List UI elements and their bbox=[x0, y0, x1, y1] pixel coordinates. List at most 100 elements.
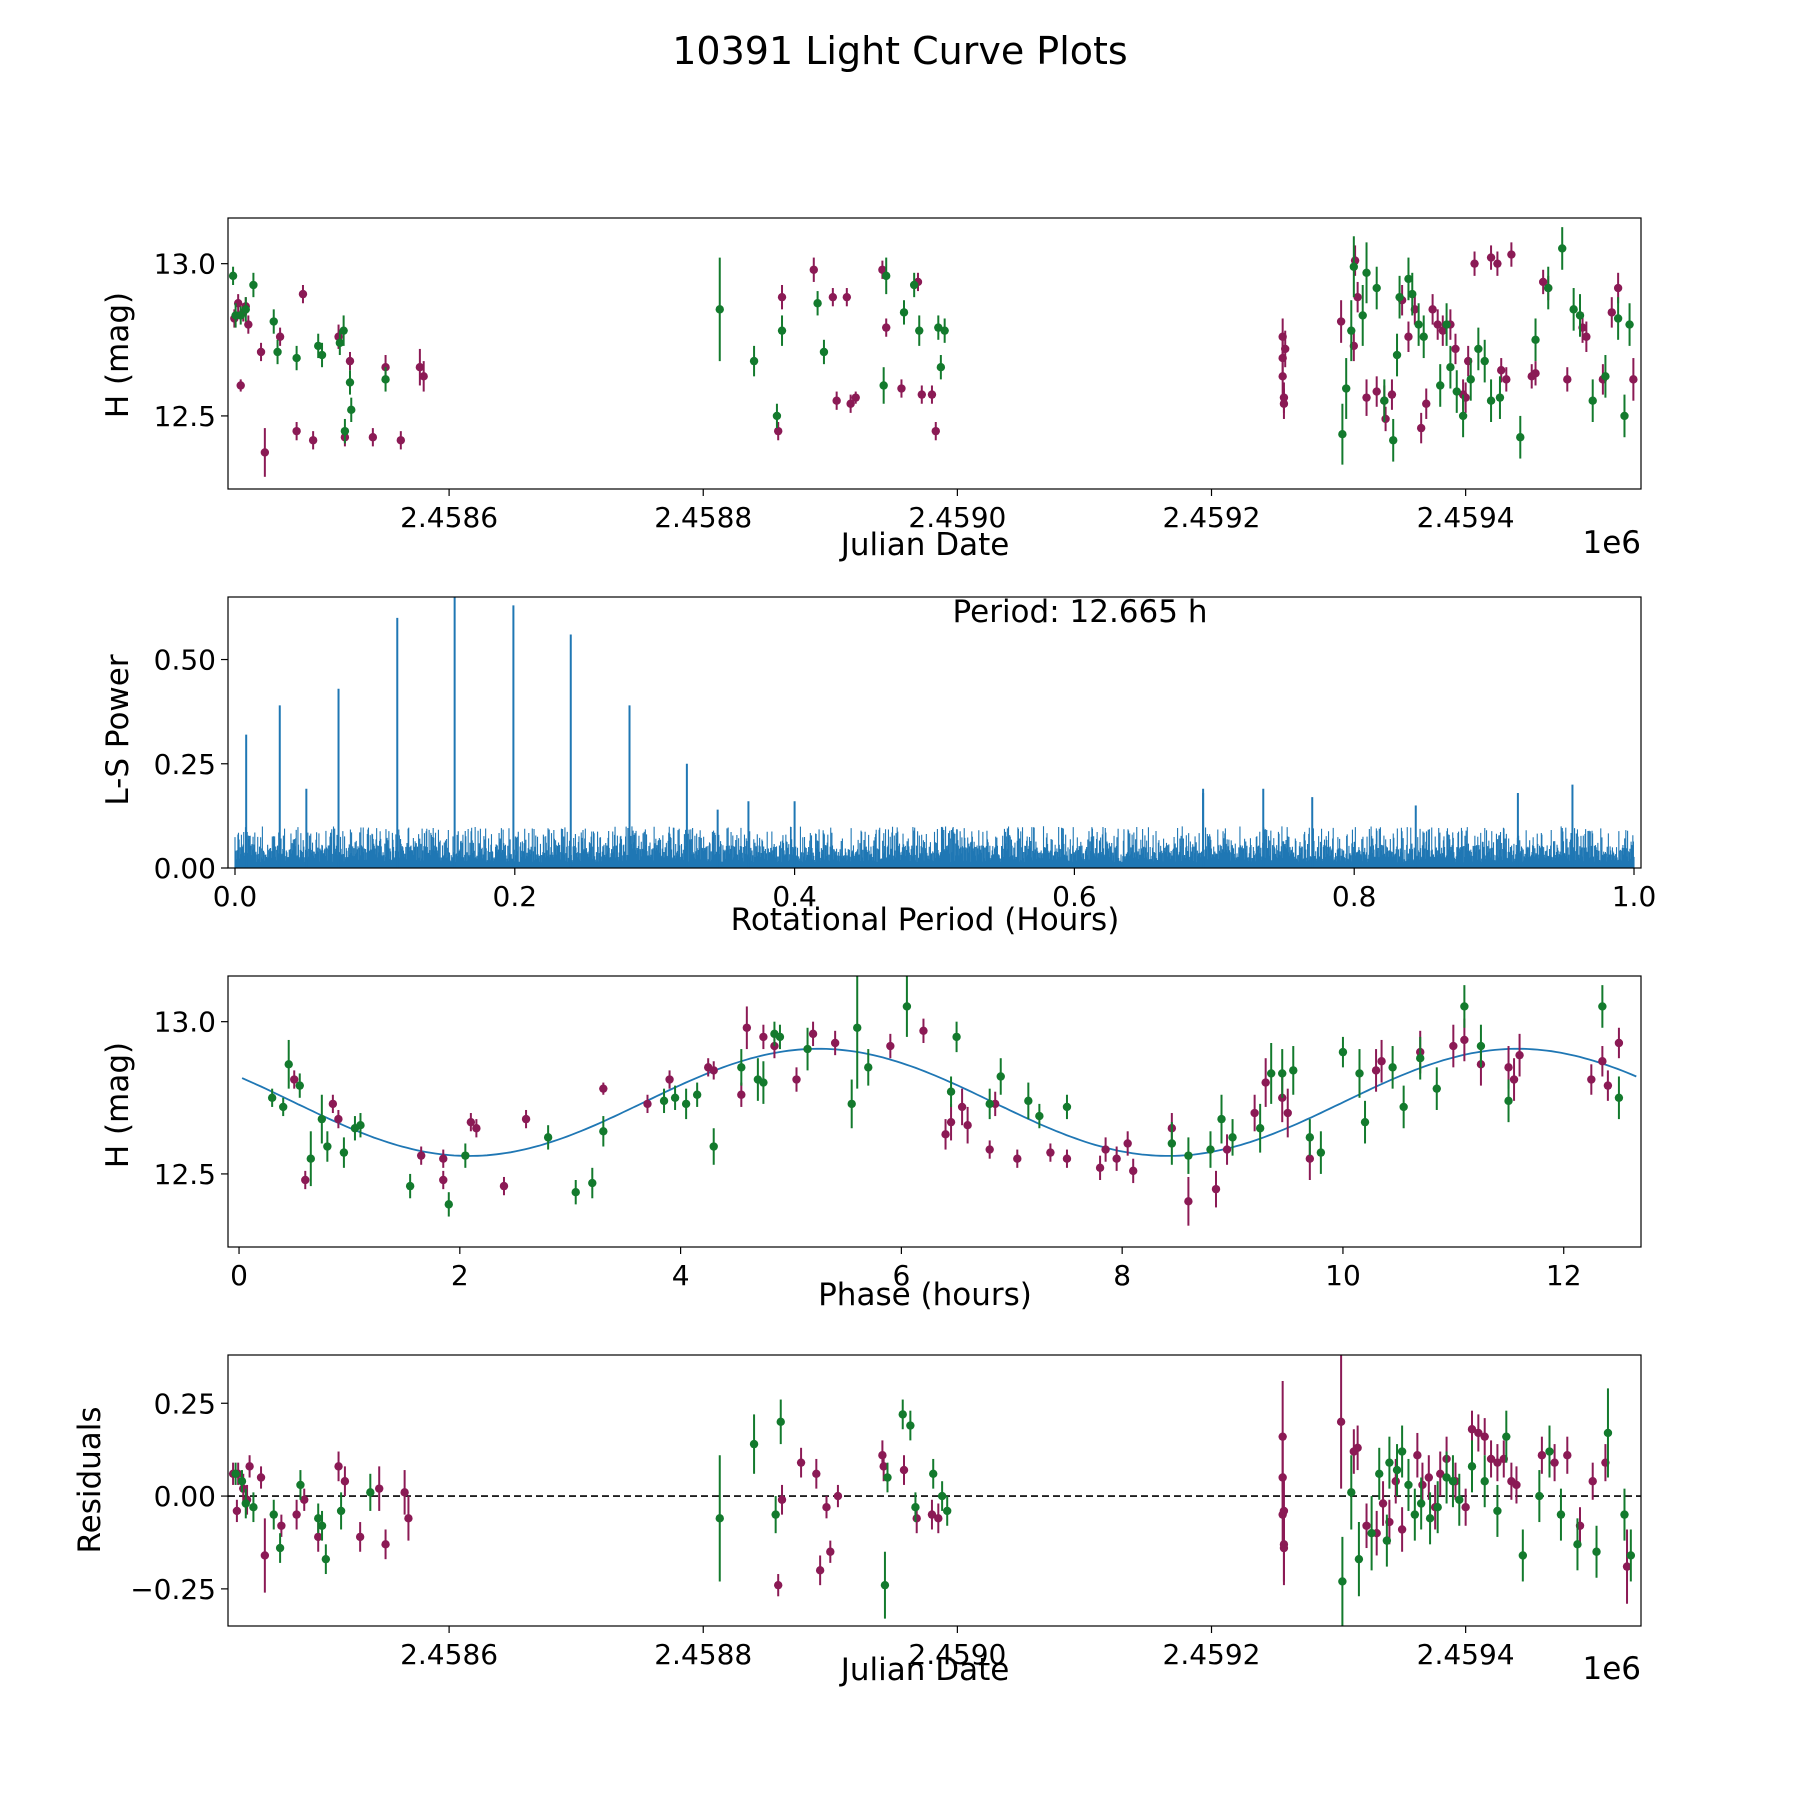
light-curve-data-point bbox=[1279, 399, 1289, 408]
phased-curve-data-point bbox=[737, 1090, 746, 1099]
residuals-series-a bbox=[228, 1355, 1632, 1604]
phased-curve-data-point bbox=[957, 1102, 967, 1112]
residuals-data-point bbox=[404, 1514, 413, 1523]
light-curve-data-point bbox=[934, 323, 943, 332]
residuals-data-point bbox=[1442, 1473, 1451, 1482]
phased-curve-data-point bbox=[1416, 1054, 1425, 1063]
light-curve-data-point bbox=[260, 448, 270, 457]
residuals-data-point bbox=[929, 1469, 938, 1478]
phased-curve-data-point bbox=[571, 1187, 580, 1197]
phased-curve-data-point bbox=[952, 1032, 961, 1042]
phased-curve-data-point bbox=[1261, 1078, 1270, 1087]
phased-curve-data-point bbox=[301, 1175, 310, 1185]
residuals-data-point bbox=[1397, 1525, 1407, 1534]
panel-residuals-ylabel: Residuals bbox=[72, 1406, 108, 1553]
residuals-data-point bbox=[927, 1510, 937, 1519]
residuals-data-point bbox=[260, 1551, 270, 1560]
phased-curve-data-point bbox=[306, 1154, 315, 1163]
residuals-data-point bbox=[911, 1503, 920, 1512]
residuals-data-point bbox=[815, 1566, 825, 1575]
residuals-data-point bbox=[1493, 1506, 1502, 1516]
phased-curve-data-point bbox=[1449, 1041, 1458, 1051]
residuals-data-point bbox=[879, 1462, 888, 1471]
light-curve-data-point bbox=[879, 381, 888, 390]
phased-curve-data-point bbox=[339, 1148, 349, 1157]
light-curve-data-point bbox=[1474, 344, 1483, 354]
periodogram-frame bbox=[227, 596, 1642, 869]
light-curve-data-point bbox=[339, 326, 348, 335]
light-curve-data-point bbox=[809, 265, 818, 274]
periodogram-ytick-label: 0.25 bbox=[154, 748, 216, 781]
panel-periodogram-xlabel: Rotational Period (Hours) bbox=[731, 902, 1120, 938]
phased-curve-data-point bbox=[759, 1078, 768, 1087]
periodogram-plot-area bbox=[234, 597, 1635, 868]
phased-curve-data-point bbox=[1184, 1151, 1193, 1160]
light-curve-data-point bbox=[1433, 320, 1442, 329]
periodogram-xtick-label: 0.2 bbox=[493, 880, 538, 913]
light-curve-data-point bbox=[1502, 375, 1511, 384]
light-curve-data-point bbox=[1613, 283, 1623, 293]
residuals-xtick-label: 2.4592 bbox=[1163, 1638, 1261, 1671]
residuals-data-point bbox=[321, 1554, 331, 1564]
light-curve-data-point bbox=[347, 405, 356, 415]
light-curve-data-point bbox=[241, 305, 250, 314]
light-curve-data-point bbox=[1507, 250, 1516, 259]
light-curve-data-point bbox=[1349, 262, 1359, 271]
residuals-data-point bbox=[777, 1495, 787, 1504]
phased-curve-data-point bbox=[472, 1124, 481, 1133]
panel-periodogram: L-S Power Rotational Period (Hours) Peri… bbox=[100, 594, 1656, 938]
phased-curve-data-point bbox=[278, 1102, 288, 1112]
light-curve-data-point bbox=[1470, 259, 1479, 268]
phased-curve-data-point bbox=[599, 1084, 608, 1093]
residuals-data-point bbox=[1404, 1480, 1413, 1490]
residuals-data-point bbox=[1603, 1428, 1613, 1438]
residuals-frame bbox=[227, 1354, 1642, 1627]
residuals-data-point bbox=[776, 1417, 785, 1427]
phased-curve-data-point bbox=[1371, 1066, 1381, 1075]
light-curve-data-point bbox=[1458, 411, 1468, 421]
light-curve-data-point bbox=[1569, 305, 1578, 314]
periodogram-xtick-label: 0.4 bbox=[772, 880, 817, 913]
phased-curve-data-point bbox=[996, 1072, 1005, 1081]
light-curve-data-point bbox=[1613, 314, 1623, 323]
light-curve-data-point bbox=[1353, 292, 1362, 302]
phased-curve-data-point bbox=[1305, 1133, 1315, 1142]
residuals-data-point bbox=[796, 1458, 806, 1467]
phased-curve-data-point bbox=[792, 1075, 801, 1084]
light-curve-data-point bbox=[1389, 436, 1398, 445]
residuals-data-point bbox=[1563, 1451, 1572, 1460]
light-curve-data-point bbox=[1408, 289, 1417, 299]
phased-curve-data-point bbox=[295, 1081, 304, 1090]
phased-curve-data-point bbox=[759, 1032, 768, 1042]
residuals-data-point bbox=[833, 1491, 843, 1501]
phased-curve-data-point bbox=[1432, 1084, 1441, 1093]
light-curve-xtick-label: 2.4594 bbox=[1417, 501, 1515, 534]
phased-curve-data-point bbox=[941, 1130, 950, 1139]
residuals-data-point bbox=[1418, 1480, 1427, 1490]
residuals-data-point bbox=[1425, 1514, 1435, 1523]
residuals-data-point bbox=[1416, 1499, 1426, 1508]
residuals-data-point bbox=[1518, 1551, 1528, 1560]
panel-light-curve-offset: 1e6 bbox=[1582, 525, 1641, 561]
light-curve-data-point bbox=[1625, 320, 1634, 329]
phased-curve-data-point bbox=[1289, 1066, 1298, 1075]
residuals-data-point bbox=[231, 1469, 240, 1478]
phased-curve-data-point bbox=[1598, 1002, 1607, 1011]
phased-curve-data-point bbox=[1388, 1063, 1397, 1072]
light-curve-data-point bbox=[1497, 366, 1506, 375]
residuals-data-point bbox=[1537, 1451, 1547, 1460]
light-curve-data-point bbox=[1338, 429, 1347, 439]
phased-curve-data-point bbox=[1460, 1035, 1469, 1045]
residuals-data-point bbox=[1391, 1477, 1400, 1486]
light-curve-data-point bbox=[1416, 423, 1426, 433]
phased-curve-data-point bbox=[1222, 1145, 1232, 1154]
panel-light-curve-ylabel: H (mag) bbox=[100, 292, 136, 418]
residuals-data-point bbox=[1347, 1488, 1356, 1497]
light-curve-data-point bbox=[1486, 396, 1496, 405]
light-curve-data-point bbox=[308, 436, 318, 445]
light-curve-data-point bbox=[381, 375, 390, 384]
residuals-data-point bbox=[366, 1488, 375, 1497]
phased-curve-data-point bbox=[461, 1151, 470, 1160]
panel-residuals-offset: 1e6 bbox=[1582, 1651, 1641, 1687]
phased-curve-data-point bbox=[599, 1127, 608, 1136]
